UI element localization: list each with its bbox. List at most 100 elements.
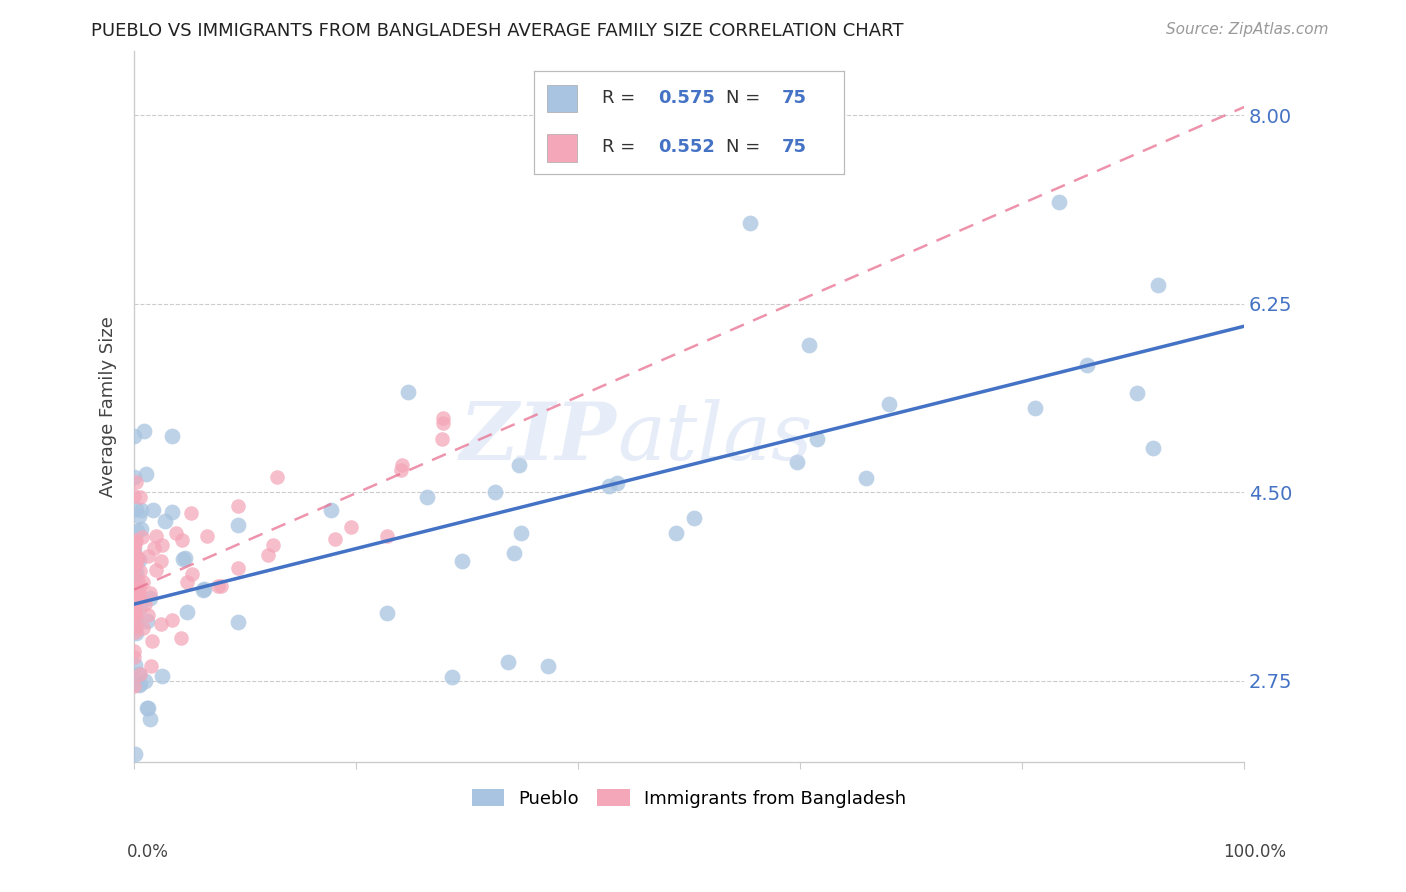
Point (122, 597, 145, 611)
Point (122, 679, 145, 693)
Point (226, 518, 249, 533)
Point (195, 529, 218, 543)
Point (131, 530, 153, 544)
Point (209, 579, 232, 593)
Point (131, 817, 153, 831)
Point (432, 416, 454, 430)
Point (451, 554, 474, 568)
Point (124, 571, 146, 585)
Point (122, 542, 145, 557)
Point (122, 650, 145, 665)
Point (124, 540, 146, 554)
Point (125, 611, 148, 625)
Point (375, 606, 398, 620)
Point (135, 467, 157, 481)
Point (125, 475, 148, 490)
Point (124, 537, 146, 551)
Point (665, 525, 688, 540)
Point (139, 712, 162, 726)
Point (391, 458, 413, 472)
Point (124, 557, 146, 571)
Text: 100.0%: 100.0% (1223, 843, 1286, 861)
Point (127, 524, 149, 538)
Text: R =: R = (602, 89, 641, 107)
Point (257, 548, 280, 562)
Point (799, 338, 821, 352)
Point (124, 580, 146, 594)
Point (129, 490, 152, 504)
Point (266, 470, 288, 484)
Point (606, 475, 628, 490)
Point (122, 605, 145, 619)
Point (122, 829, 145, 843)
Point (877, 397, 900, 411)
Text: 0.0%: 0.0% (127, 843, 169, 861)
Point (432, 432, 454, 446)
Point (145, 529, 167, 543)
Point (128, 581, 150, 595)
Point (191, 583, 214, 598)
Point (129, 599, 152, 614)
Point (134, 673, 156, 688)
Point (138, 701, 160, 715)
Point (150, 538, 173, 552)
Point (122, 598, 145, 612)
Point (122, 581, 145, 595)
Point (125, 502, 148, 516)
Point (228, 615, 250, 629)
Legend: Pueblo, Immigrants from Bangladesh: Pueblo, Immigrants from Bangladesh (463, 780, 915, 817)
Point (129, 667, 152, 681)
Point (226, 500, 249, 514)
Point (174, 550, 197, 565)
Point (1076, 358, 1098, 372)
Point (180, 506, 202, 520)
Point (122, 489, 145, 503)
Point (484, 484, 506, 499)
Point (128, 553, 150, 567)
Point (122, 429, 145, 443)
Point (396, 385, 419, 400)
Point (1126, 386, 1149, 401)
Point (129, 564, 152, 578)
Point (124, 747, 146, 762)
Point (508, 458, 530, 473)
Point (128, 666, 150, 681)
Point (124, 578, 146, 592)
Point (125, 553, 148, 567)
Point (132, 621, 155, 635)
Point (145, 563, 167, 577)
Point (160, 505, 183, 519)
Text: 75: 75 (782, 138, 807, 156)
Point (176, 574, 198, 589)
Point (124, 535, 146, 549)
Point (181, 566, 204, 581)
Point (172, 533, 194, 548)
Text: 0.575: 0.575 (658, 89, 714, 107)
Point (124, 549, 146, 563)
Y-axis label: Average Family Size: Average Family Size (100, 316, 117, 497)
Point (855, 471, 877, 485)
Point (127, 594, 149, 608)
Text: N =: N = (725, 89, 766, 107)
Point (122, 673, 145, 687)
Point (441, 671, 464, 685)
Point (124, 591, 146, 605)
Point (207, 579, 229, 593)
Point (176, 605, 198, 619)
Point (122, 586, 145, 600)
Point (415, 490, 437, 504)
Point (124, 533, 146, 547)
Text: 75: 75 (782, 89, 807, 107)
Point (136, 701, 159, 715)
Point (132, 574, 155, 589)
Point (786, 455, 808, 469)
Point (124, 624, 146, 639)
Point (1024, 401, 1046, 415)
Point (136, 607, 159, 622)
Point (128, 678, 150, 692)
Point (124, 554, 146, 568)
Point (129, 502, 152, 516)
Point (122, 586, 145, 600)
Point (537, 658, 560, 673)
Point (136, 549, 159, 563)
